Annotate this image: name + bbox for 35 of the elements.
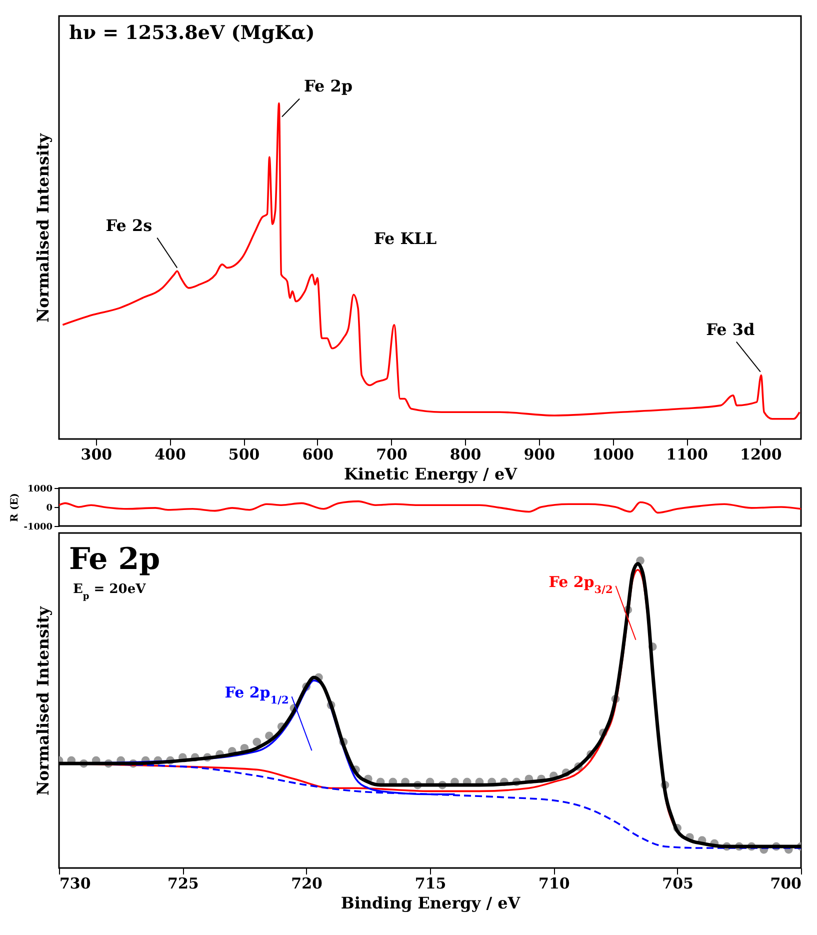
x-tick-label: 600 [302, 446, 334, 464]
x-tick-label: 400 [154, 446, 186, 464]
chart-title: Fe 2p [69, 542, 160, 577]
x-tick-label: 500 [228, 446, 260, 464]
x-tick-label: 705 [662, 874, 694, 892]
x-tick-label: 800 [450, 446, 482, 464]
x-tick-label: 715 [414, 874, 446, 892]
annotation: Fe 2p [304, 76, 353, 96]
chart-title: hν = 1253.8eV (MgKα) [69, 22, 315, 44]
y-tick-label: -1000 [24, 522, 52, 532]
y-axis-title: R (E) [10, 493, 21, 522]
x-tick-label: 300 [80, 446, 112, 464]
series-label: Fe 2p$_{1/2}$ [224, 684, 289, 707]
x-tick-label: 900 [524, 446, 556, 464]
x-tick-label: 725 [168, 874, 199, 892]
annotation: Fe 3d [706, 320, 755, 339]
y-axis-title: Normalised Intensity [34, 606, 52, 796]
x-tick-label: 730 [60, 874, 91, 892]
x-tick-label: 700 [376, 446, 408, 464]
x-tick-label: 710 [538, 874, 570, 892]
y-axis-title: Normalised Intensity [34, 132, 52, 323]
annotation: Fe KLL [374, 229, 437, 248]
x-tick-label: 1200 [740, 446, 782, 464]
x-tick-label: 1000 [592, 446, 634, 464]
series-label: Fe 2p$_{3/2}$ [548, 572, 613, 596]
annotation: Fe 2s [106, 216, 152, 235]
x-tick-label: 700 [770, 874, 802, 892]
line-series [59, 500, 801, 514]
x-tick-label: 1100 [666, 446, 708, 464]
text: E$_{p}$ = 20eV [73, 582, 147, 602]
y-tick-label: 0 [46, 504, 52, 514]
x-tick-label: 720 [291, 874, 322, 892]
y-tick-label: 1000 [27, 484, 52, 494]
x-axis-title: Kinetic Energy / eV [344, 464, 518, 484]
x-axis-title: Binding Energy / eV [340, 894, 521, 912]
